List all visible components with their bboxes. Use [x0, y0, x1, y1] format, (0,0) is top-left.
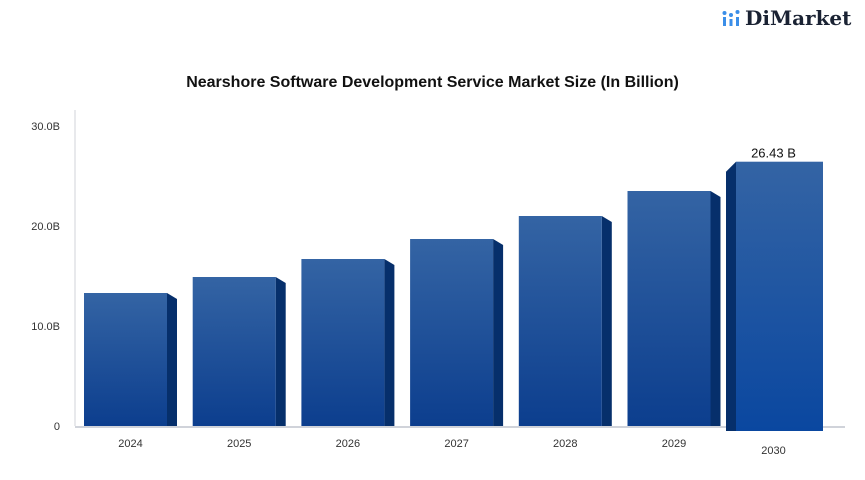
- bar-2027: [410, 239, 494, 426]
- x-tick-label: 2025: [227, 438, 251, 450]
- x-tick-label: 2027: [444, 438, 468, 450]
- bar-2028: [518, 216, 602, 426]
- bar-side: [384, 259, 395, 426]
- x-tick-label: 2026: [336, 438, 360, 450]
- bar-side: [601, 216, 612, 426]
- chart-title: Nearshore Software Development Service M…: [186, 74, 679, 91]
- bar-side: [710, 191, 721, 426]
- x-tick-label: 2028: [553, 438, 577, 450]
- x-tick-label: 2030: [761, 445, 785, 457]
- bar-2024: [84, 293, 167, 426]
- brand-logo: DiMarket: [722, 6, 851, 30]
- y-tick-label: 10.0B: [31, 321, 60, 333]
- bar-side: [726, 161, 736, 431]
- y-tick-label: 0: [54, 421, 60, 433]
- bar-2029: [627, 191, 711, 426]
- bar-2030: [736, 161, 823, 431]
- bar-chart-logo-icon: [722, 10, 740, 26]
- brand-name: DiMarket: [745, 6, 852, 30]
- bar-side: [275, 277, 286, 426]
- data-label: 26.43 B: [751, 146, 796, 161]
- bar-side: [493, 239, 504, 426]
- x-tick-label: 2029: [662, 438, 686, 450]
- bar-side: [167, 293, 177, 426]
- bar-2025: [192, 277, 276, 426]
- bar-2026: [301, 259, 385, 426]
- y-tick-label: 30.0B: [31, 121, 60, 133]
- y-tick-label: 20.0B: [31, 221, 60, 233]
- x-tick-label: 2024: [118, 438, 142, 450]
